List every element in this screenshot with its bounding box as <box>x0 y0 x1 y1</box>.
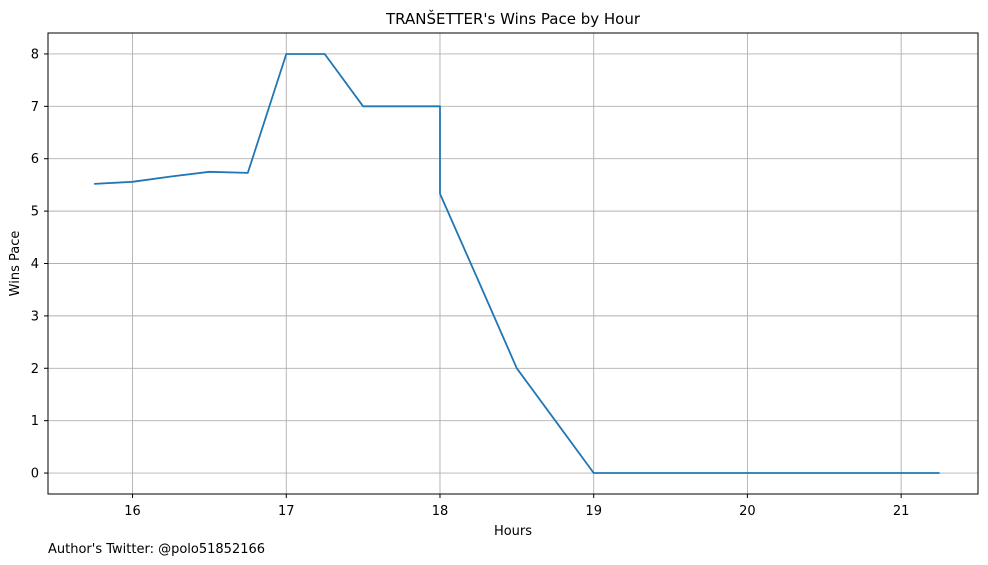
y-tick-label: 4 <box>31 257 39 272</box>
x-ticks: 16 17 18 19 20 21 <box>124 494 909 519</box>
y-gridlines <box>48 53 978 474</box>
y-tick-label: 1 <box>31 414 39 429</box>
author-twitter-note: Author's Twitter: @polo51852166 <box>48 542 265 557</box>
series-line <box>94 53 940 474</box>
x-tick-label: 19 <box>585 504 602 519</box>
y-tick-label: 2 <box>31 362 39 377</box>
y-tick-label: 3 <box>31 309 39 324</box>
y-tick-label: 5 <box>31 205 39 220</box>
x-tick-label: 20 <box>739 504 756 519</box>
x-axis-label: Hours <box>494 524 532 539</box>
y-tick-label: 0 <box>31 467 39 482</box>
x-tick-label: 17 <box>278 504 295 519</box>
y-ticks: 0 1 2 3 4 5 6 7 8 <box>31 47 48 482</box>
y-axis-label: Wins Pace <box>8 231 23 297</box>
chart-title: TRANŠETTER's Wins Pace by Hour <box>385 9 641 28</box>
y-tick-label: 7 <box>31 100 39 115</box>
x-tick-label: 18 <box>432 504 449 519</box>
x-tick-label: 21 <box>893 504 910 519</box>
y-tick-label: 8 <box>31 47 39 62</box>
x-tick-label: 16 <box>124 504 141 519</box>
y-tick-label: 6 <box>31 152 39 167</box>
series-layer <box>94 53 940 474</box>
